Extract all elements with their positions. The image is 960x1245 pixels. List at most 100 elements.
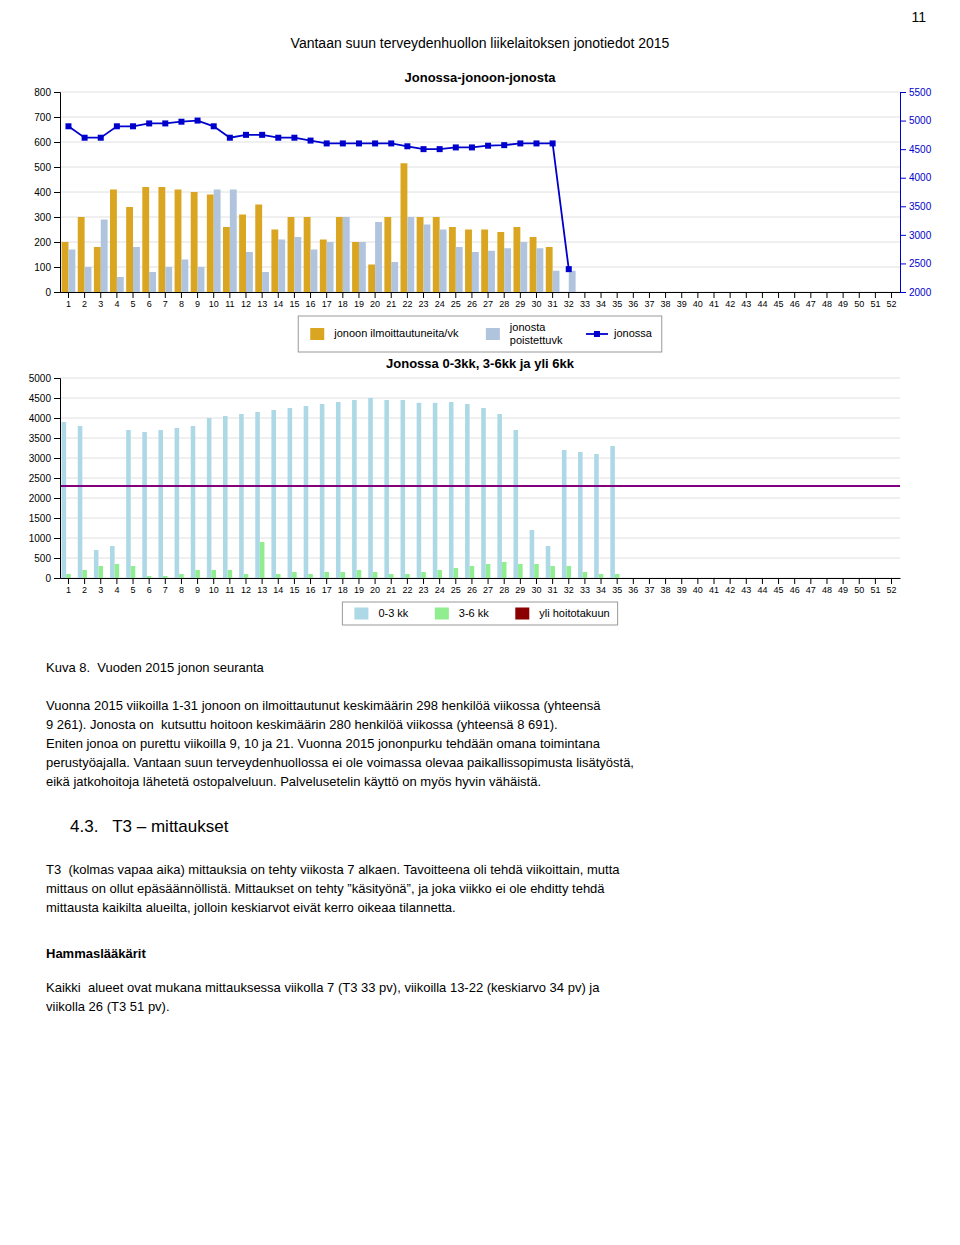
tick-label: 41	[709, 299, 719, 309]
bar	[569, 271, 576, 292]
bar	[66, 574, 71, 578]
tick-mark	[358, 292, 359, 298]
tick: 52	[887, 578, 897, 595]
tick-mark	[342, 578, 343, 584]
tick-mark	[407, 292, 408, 298]
tick-mark	[310, 578, 311, 584]
plot-area	[60, 398, 900, 578]
bar	[779, 292, 786, 293]
tick: 16	[306, 578, 316, 595]
tick-label: 22	[402, 299, 412, 309]
tick-label: 33	[580, 585, 590, 595]
bar	[571, 578, 576, 579]
tick-mark	[423, 578, 424, 584]
bar	[550, 566, 555, 578]
tick: 21	[386, 578, 396, 595]
tick-label: 4500	[29, 393, 52, 404]
marker	[178, 119, 184, 125]
tick-label: 37	[644, 585, 654, 595]
bar	[327, 242, 334, 292]
bar	[165, 267, 172, 292]
bar	[294, 237, 301, 292]
bar	[788, 578, 793, 579]
tick-label: 48	[822, 585, 832, 595]
bar	[373, 572, 378, 578]
bar	[82, 570, 87, 578]
tick: 200	[34, 237, 60, 248]
tick-mark	[488, 292, 489, 298]
tick: 1	[66, 292, 71, 309]
bar	[643, 578, 648, 579]
bar	[115, 564, 120, 578]
legend-frame	[298, 316, 662, 352]
tick: 41	[709, 578, 719, 595]
tick-mark	[584, 578, 585, 584]
bar	[175, 428, 180, 578]
bar	[433, 217, 440, 292]
tick: 27	[483, 292, 493, 309]
tick-label: 32	[564, 299, 574, 309]
bar	[732, 578, 737, 579]
bar	[368, 398, 373, 578]
tick-label: 5500	[909, 87, 932, 98]
tick-label: 38	[661, 585, 671, 595]
tick: 26	[467, 578, 477, 595]
bar	[133, 247, 140, 292]
tick-label: 9	[195, 299, 200, 309]
tick: 51	[870, 292, 880, 309]
tick-label: 37	[644, 299, 654, 309]
y-axis: 0100200300400500600700800	[34, 87, 60, 298]
bar	[126, 430, 131, 578]
tick: 40	[693, 578, 703, 595]
tick: 49	[838, 578, 848, 595]
tick-mark	[439, 578, 440, 584]
tick: 34	[596, 292, 606, 309]
marker	[437, 146, 443, 152]
legend: jonoon ilmoittautuneita/vkjonostapoistet…	[298, 316, 662, 352]
tick: 4	[114, 292, 119, 309]
tick-mark	[697, 292, 698, 298]
bar	[636, 578, 641, 579]
tick: 50	[854, 578, 864, 595]
tick-mark	[794, 578, 795, 584]
tick: 34	[596, 578, 606, 595]
bar	[666, 292, 673, 293]
tick-mark	[584, 292, 585, 298]
tick-mark	[714, 578, 715, 584]
bar	[626, 578, 631, 579]
bar	[497, 414, 502, 578]
tick: 33	[580, 578, 590, 595]
tick: 4500	[900, 144, 932, 155]
tick: 40	[693, 292, 703, 309]
tick-mark	[520, 578, 521, 584]
bar	[131, 566, 136, 578]
tick: 19	[354, 578, 364, 595]
bar	[401, 400, 406, 578]
tick: 7	[163, 578, 168, 595]
bar	[276, 574, 281, 578]
tick-label: 9	[195, 585, 200, 595]
tick-label: 23	[419, 299, 429, 309]
tick-label: 29	[515, 585, 525, 595]
bar	[361, 578, 366, 579]
tick-label: 21	[386, 299, 396, 309]
tick-label: 1	[66, 585, 71, 595]
bar	[836, 578, 841, 579]
tick: 36	[628, 292, 638, 309]
tick-mark	[900, 206, 906, 207]
grid-line	[60, 217, 900, 218]
bold-header: Hammaslääkärit	[46, 946, 146, 961]
tick-label: 5000	[29, 373, 52, 384]
legend-item: yli hoitotakuun	[515, 606, 609, 619]
tick: 20	[370, 292, 380, 309]
tick: 3	[98, 578, 103, 595]
legend-label: jonossa	[613, 327, 653, 339]
grid	[60, 378, 900, 578]
marker	[130, 123, 136, 129]
bar	[94, 247, 101, 292]
tick-label: 28	[499, 585, 509, 595]
marker	[517, 140, 523, 146]
tick: 41	[709, 292, 719, 309]
tick-mark	[391, 578, 392, 584]
bar	[617, 292, 624, 293]
